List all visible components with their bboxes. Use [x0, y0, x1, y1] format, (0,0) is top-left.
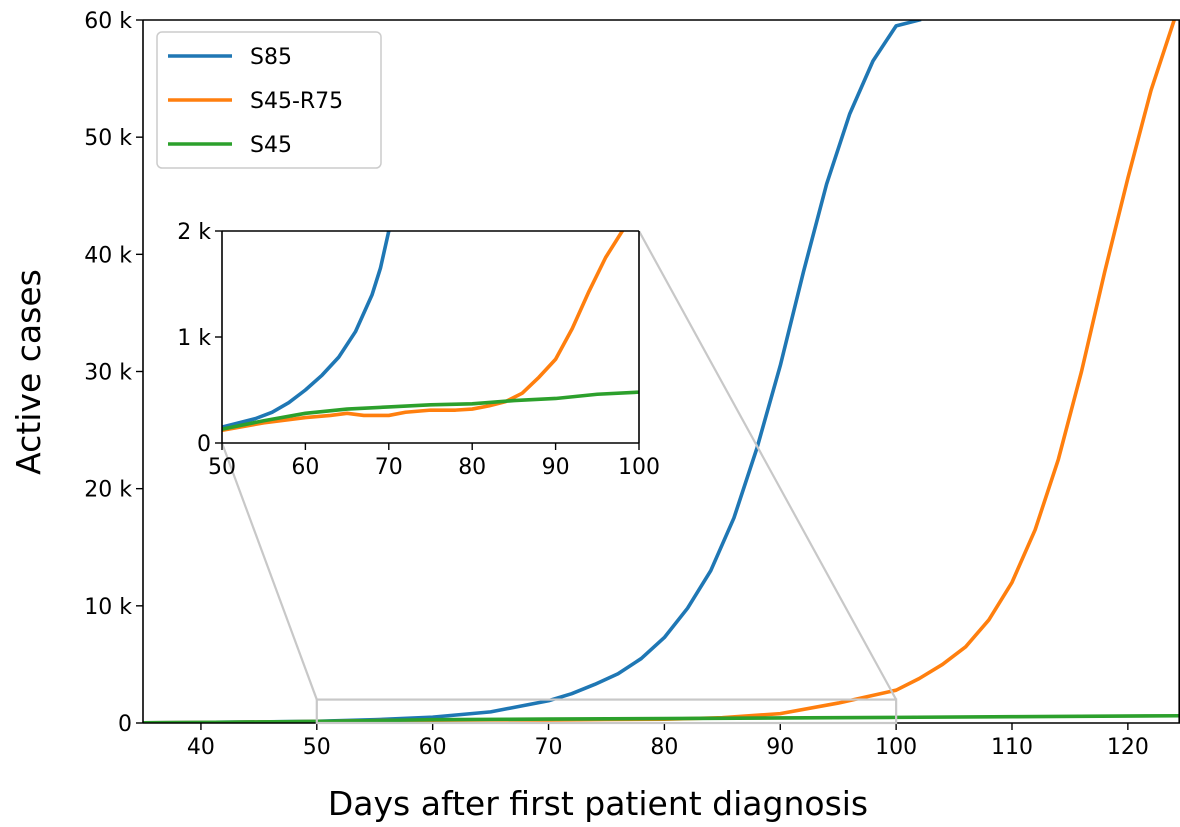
x-axis-title: Days after first patient diagnosis: [328, 784, 868, 823]
main-y-tick-label: 50 k: [84, 126, 132, 151]
inset-series-s85-line: [222, 231, 391, 429]
inset-x-tick-label: 90: [542, 455, 570, 480]
main-x-tick-label: 50: [303, 735, 331, 760]
main-y-tick-label: 60 k: [84, 9, 132, 34]
inset-axes: 50 60 70 80 90 100 0 1 k 2 k: [177, 220, 660, 480]
zoom-region-box: [315, 698, 898, 725]
inset-x-tick-label: 100: [618, 455, 660, 480]
main-x-tick-label: 110: [991, 735, 1033, 760]
inset-y-tick-label: 2 k: [177, 220, 211, 245]
main-x-ticks: 40 50 60 70 80 90 100 110 120: [187, 723, 1149, 760]
legend-label-s85: S85: [250, 45, 292, 70]
zoom-connector-right: [638, 230, 898, 701]
inset-series-s45-line: [222, 390, 639, 432]
main-series-s45-line: [143, 713, 1180, 723]
main-x-tick-label: 40: [187, 735, 215, 760]
legend-label-s45-r75: S45-R75: [250, 89, 343, 114]
main-x-tick-label: 60: [419, 735, 447, 760]
main-x-tick-label: 120: [1107, 735, 1149, 760]
inset-x-tick-label: 70: [375, 455, 403, 480]
zoom-indicator: [220, 230, 898, 725]
legend-label-s45: S45: [250, 133, 292, 158]
inset-x-tick-label: 60: [291, 455, 319, 480]
main-x-tick-label: 70: [535, 735, 563, 760]
inset-y-tick-label: 1 k: [177, 326, 211, 351]
inset-y-ticks: 0 1 k 2 k: [177, 220, 222, 457]
main-x-tick-label: 90: [766, 735, 794, 760]
legend: S85 S45-R75 S45: [156, 31, 382, 169]
main-y-tick-label: 10 k: [84, 595, 132, 620]
legend-box: [156, 31, 382, 169]
inset-x-tick-label: 80: [458, 455, 486, 480]
zoom-connector-left: [220, 442, 318, 700]
inset-x-tick-label: 50: [208, 455, 236, 480]
main-y-tick-label: 40 k: [84, 243, 132, 268]
main-y-ticks: 0 10 k 20 k 30 k 40 k 50 k 60 k: [84, 9, 143, 737]
main-x-tick-label: 80: [650, 735, 678, 760]
main-x-tick-label: 100: [875, 735, 917, 760]
inset-y-tick-label: 0: [197, 432, 211, 457]
legend-entries: S85 S45-R75 S45: [168, 45, 343, 158]
main-y-tick-label: 30 k: [84, 360, 132, 385]
inset-series-group: [222, 231, 639, 433]
main-series-group: [143, 20, 1180, 723]
main-y-tick-label: 0: [118, 712, 132, 737]
main-axes: 40 50 60 70 80 90 100 110 120 0 10 k 20 k 30 k 40 k 5…: [84, 9, 1180, 760]
y-axis-title: Active cases: [9, 269, 48, 475]
main-y-tick-label: 20 k: [84, 478, 132, 503]
inset-series-s45-r75-line: [222, 231, 625, 433]
inset-x-ticks: 50 60 70 80 90 100: [208, 443, 660, 480]
